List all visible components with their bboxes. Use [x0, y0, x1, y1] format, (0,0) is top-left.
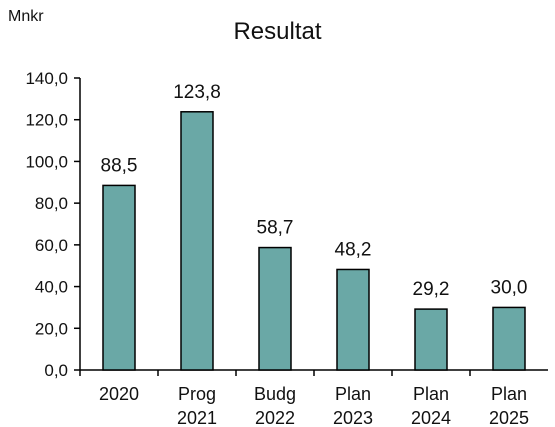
x-tick-label: 2023: [333, 408, 373, 427]
y-tick-label: 80,0: [35, 194, 68, 213]
bar-value-label: 58,7: [257, 218, 294, 239]
y-tick-label: 100,0: [25, 152, 68, 171]
x-tick-label: 2022: [255, 408, 295, 427]
x-tick-label: Plan: [335, 384, 371, 404]
x-tick-label: Plan: [491, 384, 527, 404]
y-axis-unit-label: Mnkr: [8, 8, 44, 25]
bar-value-label: 123,8: [173, 82, 221, 103]
y-tick-label: 20,0: [35, 319, 68, 338]
y-tick-label: 120,0: [25, 111, 68, 130]
bar-value-label: 30,0: [491, 277, 528, 298]
x-tick-label: Prog: [178, 384, 216, 404]
x-tick-label: 2021: [177, 408, 217, 427]
y-tick-label: 40,0: [35, 278, 68, 297]
bar: [414, 308, 448, 371]
y-tick-label: 0,0: [44, 361, 68, 380]
bar-value-label: 48,2: [335, 239, 372, 260]
bar-value-label: 29,2: [413, 279, 450, 300]
bar: [492, 306, 526, 371]
bar: [258, 246, 292, 371]
chart-title: Resultat: [233, 18, 322, 45]
bar-value-label: 88,5: [101, 155, 138, 176]
x-tick-label: 2025: [489, 408, 529, 427]
y-tick-label: 60,0: [35, 236, 68, 255]
bar: [102, 184, 136, 371]
x-tick-label: 2024: [411, 408, 451, 427]
bar: [180, 111, 214, 371]
y-tick-label: 140,0: [25, 69, 68, 88]
x-tick-label: Plan: [413, 384, 449, 404]
x-tick-label: Budg: [254, 384, 296, 404]
bar: [336, 268, 370, 371]
x-tick-label: 2020: [99, 384, 139, 404]
